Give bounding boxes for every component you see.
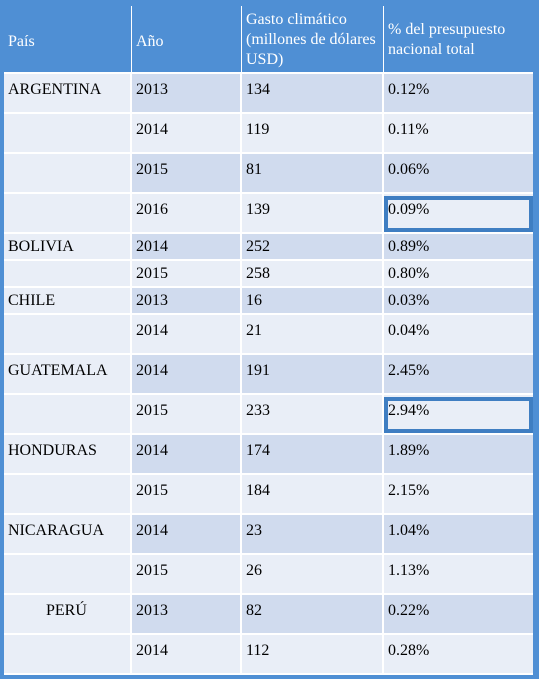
header-spending: Gasto climático (millones de dólares USD… — [242, 6, 384, 72]
table-row: 2014 112 0.28% — [4, 635, 533, 675]
year-cell: 2014 — [132, 114, 242, 154]
pct-cell: 0.12% — [384, 74, 533, 114]
pct-cell: 0.03% — [384, 288, 533, 315]
country-cell — [4, 555, 132, 595]
pct-cell: 0.06% — [384, 154, 533, 194]
spending-cell: 252 — [242, 234, 384, 261]
country-cell: NICARAGUA — [4, 515, 132, 555]
pct-cell: 2.15% — [384, 475, 533, 515]
table-row: NICARAGUA 2014 23 1.04% — [4, 515, 533, 555]
table-row: ARGENTINA 2013 134 0.12% — [4, 74, 533, 114]
spending-cell: 258 — [242, 261, 384, 288]
spending-cell: 119 — [242, 114, 384, 154]
table-header: País Año Gasto climático (millones de dó… — [4, 6, 533, 74]
country-cell — [4, 261, 132, 288]
year-cell: 2014 — [132, 234, 242, 261]
year-cell: 2014 — [132, 355, 242, 395]
table-row: HONDURAS 2014 174 1.89% — [4, 435, 533, 475]
table-row: 2014 21 0.04% — [4, 315, 533, 355]
pct-cell: 1.13% — [384, 555, 533, 595]
spending-cell: 112 — [242, 635, 384, 675]
table-row: BOLIVIA 2014 252 0.89% — [4, 234, 533, 261]
year-cell: 2015 — [132, 395, 242, 435]
pct-cell-highlighted: 2.94% — [384, 395, 533, 435]
country-cell: BOLIVIA — [4, 234, 132, 261]
year-cell: 2014 — [132, 435, 242, 475]
year-cell: 2014 — [132, 635, 242, 675]
header-year: Año — [132, 6, 242, 72]
country-cell — [4, 315, 132, 355]
table-body: ARGENTINA 2013 134 0.12% 2014 119 0.11% … — [4, 74, 533, 675]
spending-cell: 26 — [242, 555, 384, 595]
country-cell — [4, 154, 132, 194]
country-cell — [4, 395, 132, 435]
spending-cell: 21 — [242, 315, 384, 355]
table-row: CHILE 2013 16 0.03% — [4, 288, 533, 315]
table-row: 2015 258 0.80% — [4, 261, 533, 288]
pct-cell: 0.28% — [384, 635, 533, 675]
pct-cell-highlighted: 0.09% — [384, 194, 533, 234]
country-cell: HONDURAS — [4, 435, 132, 475]
pct-cell: 0.80% — [384, 261, 533, 288]
header-budget-pct: % del presupuesto nacional total — [388, 21, 506, 58]
country-cell: GUATEMALA — [4, 355, 132, 395]
country-cell — [4, 194, 132, 234]
year-cell: 2015 — [132, 154, 242, 194]
pct-cell: 0.11% — [384, 114, 533, 154]
year-cell: 2013 — [132, 595, 242, 635]
year-cell: 2014 — [132, 315, 242, 355]
pct-cell: 2.45% — [384, 355, 533, 395]
year-cell: 2015 — [132, 261, 242, 288]
spending-cell: 184 — [242, 475, 384, 515]
header-country: País — [4, 6, 132, 72]
table-row: 2015 233 2.94% — [4, 395, 533, 435]
country-cell — [4, 635, 132, 675]
table-row: 2015 81 0.06% — [4, 154, 533, 194]
spending-cell: 134 — [242, 74, 384, 114]
year-cell: 2014 — [132, 515, 242, 555]
spending-cell: 191 — [242, 355, 384, 395]
spending-cell: 139 — [242, 194, 384, 234]
pct-cell: 0.22% — [384, 595, 533, 635]
table-row: 2016 139 0.09% — [4, 194, 533, 234]
pct-cell: 1.89% — [384, 435, 533, 475]
year-cell: 2015 — [132, 475, 242, 515]
year-cell: 2013 — [132, 74, 242, 114]
spending-cell: 82 — [242, 595, 384, 635]
pct-cell: 0.89% — [384, 234, 533, 261]
spending-cell: 23 — [242, 515, 384, 555]
table-row: 2015 26 1.13% — [4, 555, 533, 595]
spending-cell: 174 — [242, 435, 384, 475]
spending-cell: 16 — [242, 288, 384, 315]
spending-cell: 233 — [242, 395, 384, 435]
country-cell: CHILE — [4, 288, 132, 315]
table-row: GUATEMALA 2014 191 2.45% — [4, 355, 533, 395]
pct-cell: 0.04% — [384, 315, 533, 355]
spending-cell: 81 — [242, 154, 384, 194]
year-cell: 2016 — [132, 194, 242, 234]
year-cell: 2015 — [132, 555, 242, 595]
year-cell: 2013 — [132, 288, 242, 315]
climate-spending-table: País Año Gasto climático (millones de dó… — [4, 6, 533, 675]
country-cell: PERÚ — [4, 595, 132, 635]
country-cell — [4, 114, 132, 154]
table-row: 2015 184 2.15% — [4, 475, 533, 515]
country-cell: ARGENTINA — [4, 74, 132, 114]
pct-cell: 1.04% — [384, 515, 533, 555]
table-row: PERÚ 2013 82 0.22% — [4, 595, 533, 635]
table-row: 2014 119 0.11% — [4, 114, 533, 154]
country-cell — [4, 475, 132, 515]
